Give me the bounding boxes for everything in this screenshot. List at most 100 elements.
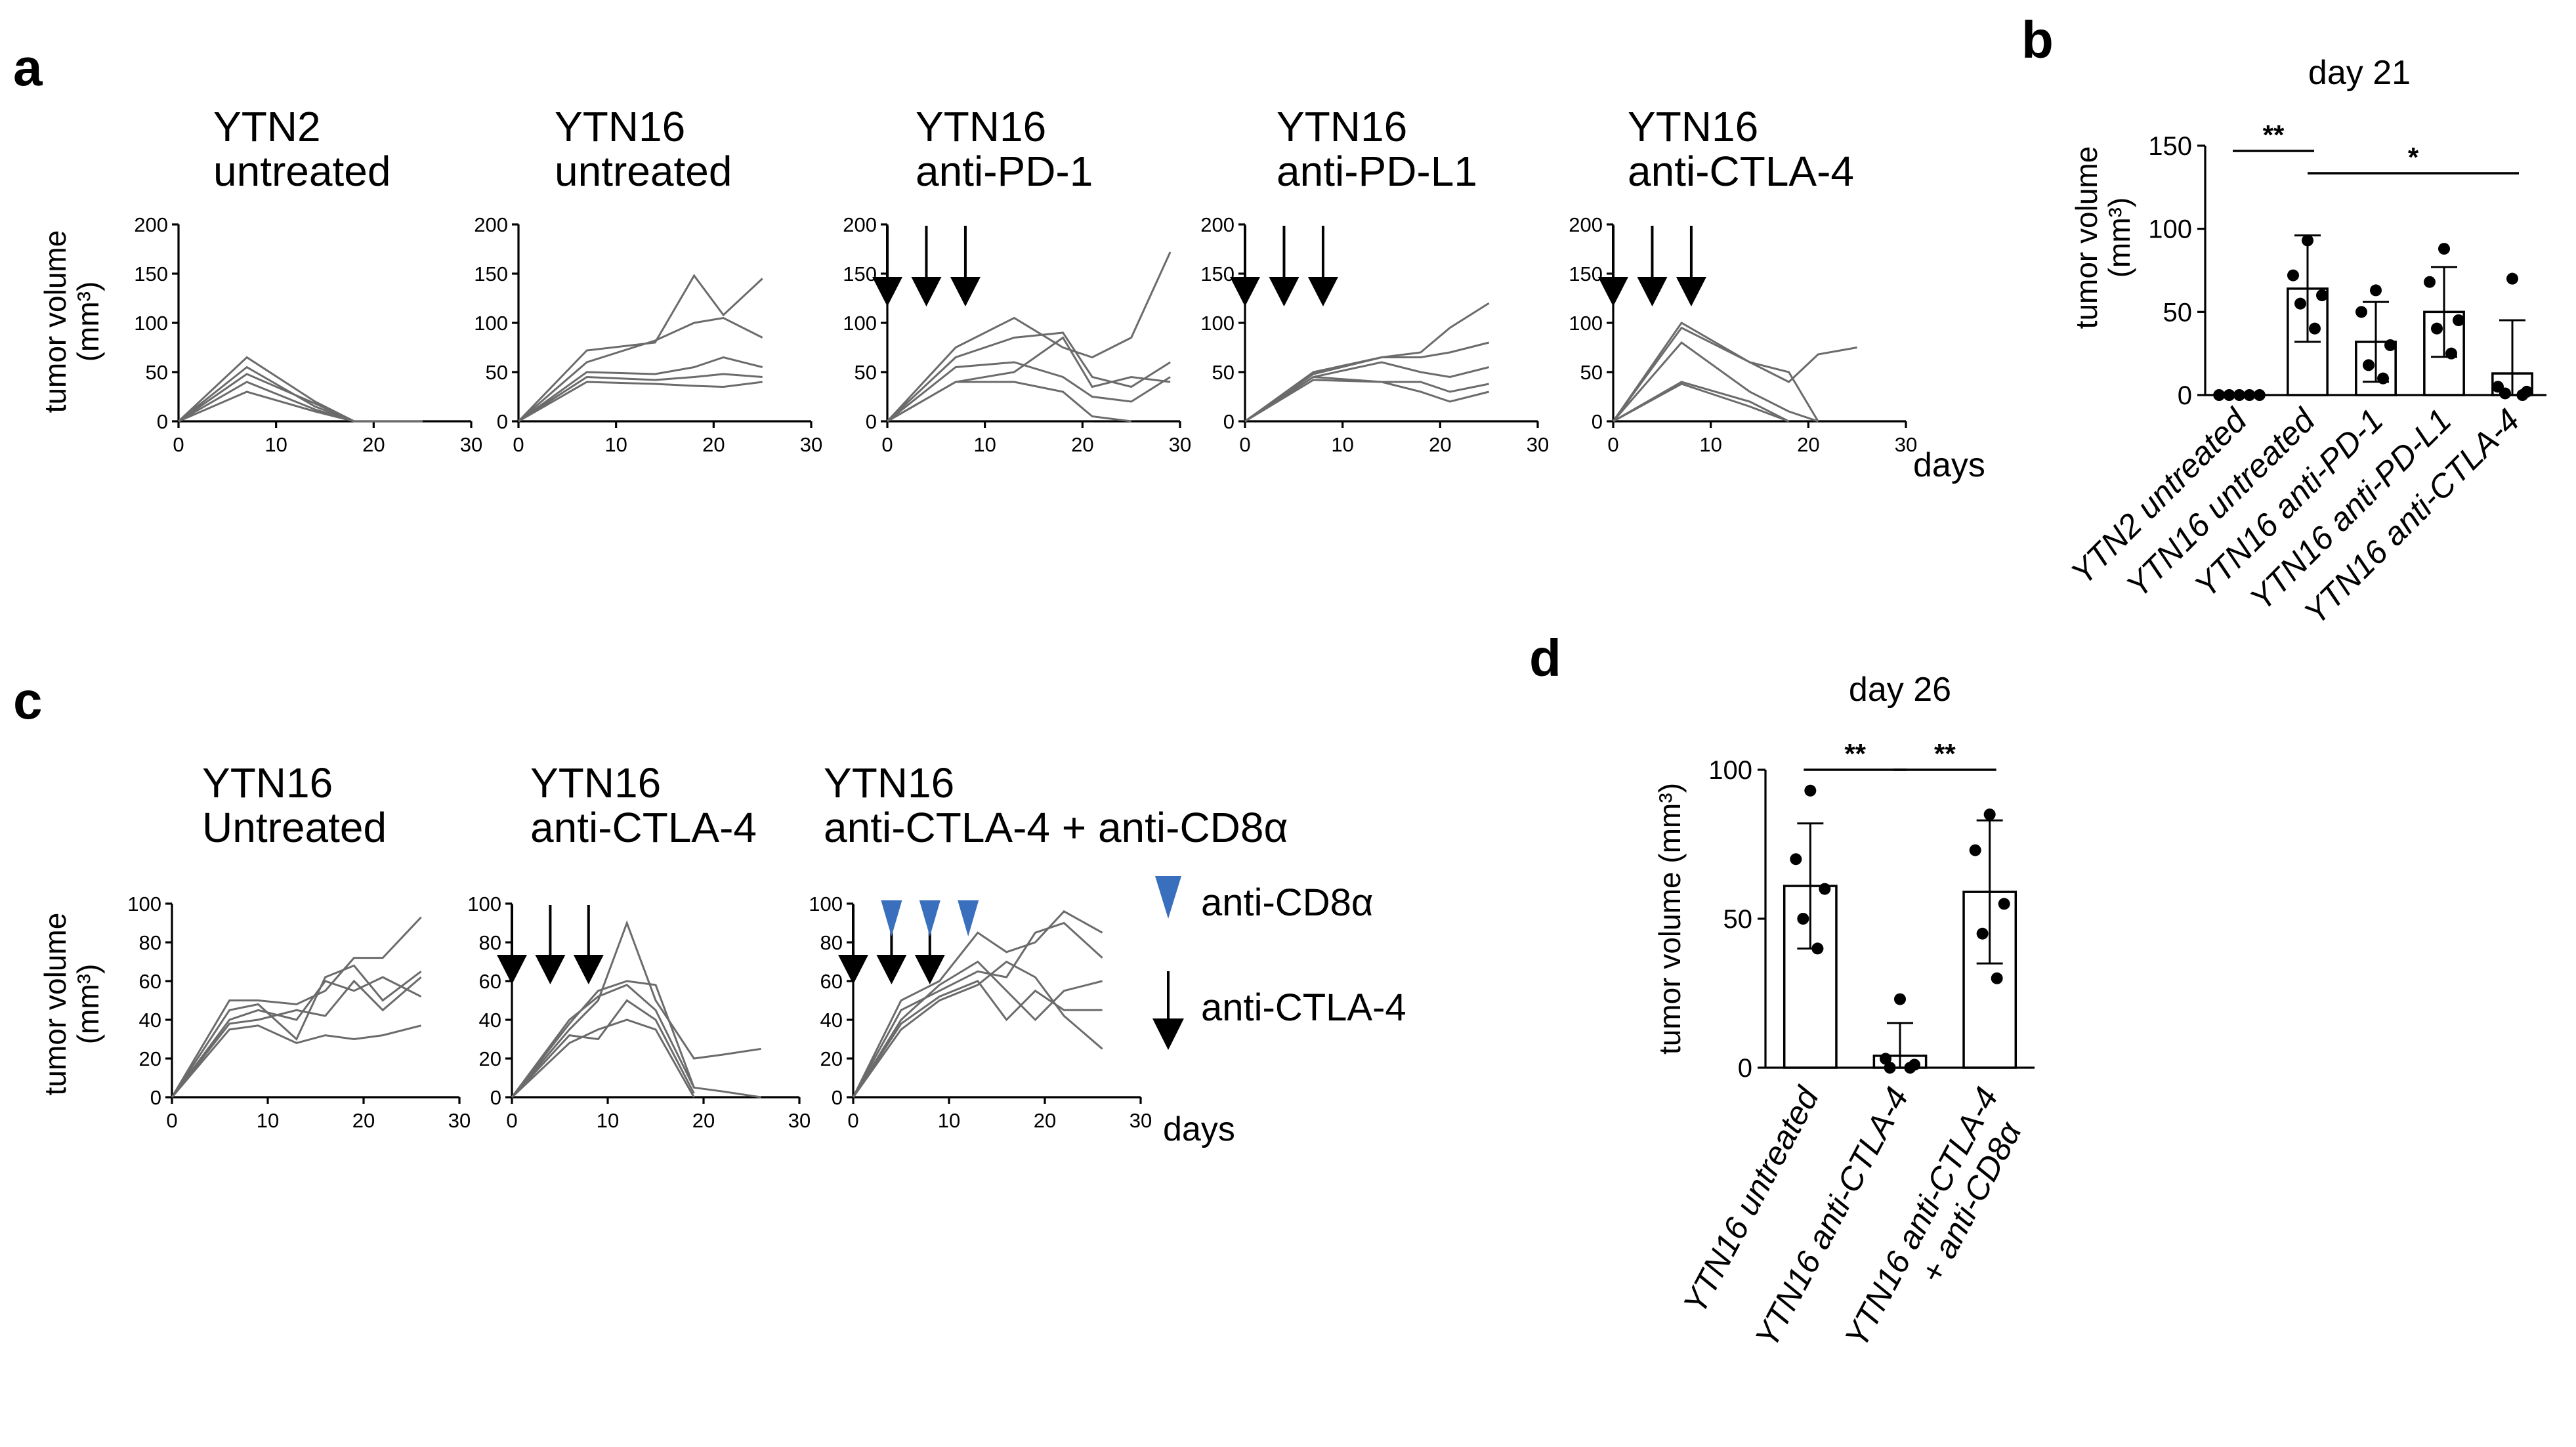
svg-text:tumor volume (mm³): tumor volume (mm³) bbox=[1653, 783, 1687, 1055]
data-point bbox=[2213, 389, 2226, 401]
y-tick-label: 150 bbox=[2148, 132, 2192, 161]
data-point bbox=[2294, 297, 2306, 310]
series-line-4 bbox=[518, 373, 763, 423]
chart-title-a1: YTN2 bbox=[213, 103, 321, 150]
y-tick-label: 0 bbox=[497, 410, 508, 433]
y-tick-label: 0 bbox=[1738, 1054, 1752, 1083]
data-point bbox=[2309, 322, 2321, 335]
series-line-3 bbox=[1612, 341, 1819, 423]
series-line-5 bbox=[1244, 379, 1490, 423]
y-tick-label: 60 bbox=[820, 970, 843, 993]
significance-label: * bbox=[2408, 142, 2419, 173]
y-tick-label: 0 bbox=[2178, 381, 2192, 410]
x-tick-label: 20 bbox=[692, 1109, 715, 1132]
significance-label: ** bbox=[1844, 738, 1866, 769]
x-tick-label: 30 bbox=[788, 1109, 811, 1132]
data-point bbox=[2499, 387, 2511, 400]
treatment-arrow-icon bbox=[838, 955, 868, 984]
treatment-arrow-icon bbox=[1598, 277, 1628, 306]
y-tick-label: 150 bbox=[843, 262, 877, 285]
treatment-arrow-icon bbox=[876, 955, 907, 984]
data-point bbox=[1894, 993, 1906, 1005]
x-tick-label: 0 bbox=[847, 1109, 858, 1132]
ylabel-a: tumor volume (mm³) bbox=[38, 230, 105, 413]
panel-letter-d: d bbox=[1529, 629, 1561, 687]
chart-title-a3: anti-PD-1 bbox=[916, 148, 1093, 195]
data-point bbox=[2431, 322, 2443, 335]
series-line-4 bbox=[852, 980, 1103, 1098]
x-tick-label: 0 bbox=[173, 433, 184, 456]
chart-title-c3: YTN16 bbox=[824, 759, 954, 807]
x-tick-label: 30 bbox=[1527, 433, 1549, 456]
series-line-4 bbox=[1244, 375, 1489, 423]
data-point bbox=[2506, 272, 2518, 285]
data-point bbox=[2445, 347, 2457, 360]
y-tick-label: 100 bbox=[2148, 215, 2192, 244]
series-line-3 bbox=[178, 373, 423, 423]
ylabel-d: tumor volume (mm³) bbox=[1653, 783, 1687, 1055]
y-tick-label: 40 bbox=[139, 1009, 161, 1032]
y-tick-label: 100 bbox=[1200, 312, 1235, 335]
data-point bbox=[2377, 372, 2389, 385]
y-tick-label: 100 bbox=[467, 892, 501, 915]
series-line-1 bbox=[177, 356, 423, 423]
legend-c: anti-CD8α anti-CTLA-4 bbox=[1152, 876, 1406, 1050]
y-tick-label: 100 bbox=[1708, 756, 1752, 785]
data-point bbox=[2302, 234, 2313, 247]
series-line-5 bbox=[511, 1018, 695, 1099]
data-point bbox=[1819, 883, 1831, 895]
x-tick-label: 0 bbox=[506, 1109, 517, 1132]
data-point bbox=[1880, 1053, 1891, 1065]
data-point bbox=[2233, 389, 2245, 401]
y-tick-label: 0 bbox=[157, 410, 168, 433]
x-tick-label: 0 bbox=[513, 433, 524, 456]
x-tick-label: 0 bbox=[881, 433, 893, 456]
series-line-2 bbox=[518, 316, 763, 423]
data-point bbox=[1983, 808, 1996, 821]
series-line-5 bbox=[852, 960, 1103, 1098]
series-line-1 bbox=[517, 274, 763, 423]
x-tick-label: 20 bbox=[1071, 433, 1093, 456]
series-line-3 bbox=[518, 356, 763, 423]
y-tick-label: 60 bbox=[479, 970, 501, 993]
treatment-arrow-icon bbox=[573, 955, 604, 984]
y-tick-label: 50 bbox=[1723, 905, 1753, 934]
data-point bbox=[1884, 1062, 1896, 1074]
chart-title-c3: anti-CTLA-4 + anti-CD8α bbox=[824, 804, 1288, 851]
y-tick-label: 0 bbox=[1223, 410, 1235, 433]
y-tick-label: 0 bbox=[150, 1086, 161, 1109]
treatment-arrow-icon bbox=[1230, 277, 1260, 306]
treatment-arrow-icon bbox=[1676, 277, 1706, 306]
series-line-2 bbox=[886, 331, 1171, 423]
series-line-2 bbox=[1244, 341, 1490, 423]
y-tick-label: 100 bbox=[843, 312, 877, 335]
chart-title-a5: anti-CTLA-4 bbox=[1628, 148, 1854, 195]
data-point bbox=[2424, 276, 2436, 288]
y-tick-label: 100 bbox=[474, 312, 508, 335]
panel-letter-a: a bbox=[13, 38, 43, 96]
x-tick-label: 10 bbox=[973, 433, 996, 456]
x-tick-label: 30 bbox=[1130, 1109, 1152, 1132]
treatment-arrow-icon bbox=[872, 277, 902, 306]
chart-title-b: day 21 bbox=[2308, 54, 2411, 92]
y-tick-label: 150 bbox=[1200, 262, 1235, 285]
x-tick-label: 20 bbox=[1034, 1109, 1056, 1132]
panel-letter-c: c bbox=[13, 671, 43, 730]
chart-title-a5: YTN16 bbox=[1628, 103, 1758, 150]
data-point bbox=[2287, 269, 2299, 282]
ylabel-b: tumor volume (mm³) bbox=[2069, 146, 2136, 329]
y-tick-label: 100 bbox=[1569, 312, 1603, 335]
data-point bbox=[2438, 243, 2450, 255]
data-point bbox=[1790, 853, 1802, 866]
data-point bbox=[1797, 913, 1809, 925]
series-line-1 bbox=[1612, 322, 1857, 422]
x-tick-label: 30 bbox=[1169, 433, 1191, 456]
y-tick-label: 50 bbox=[486, 361, 508, 384]
cd8-triangle-icon bbox=[919, 900, 940, 936]
